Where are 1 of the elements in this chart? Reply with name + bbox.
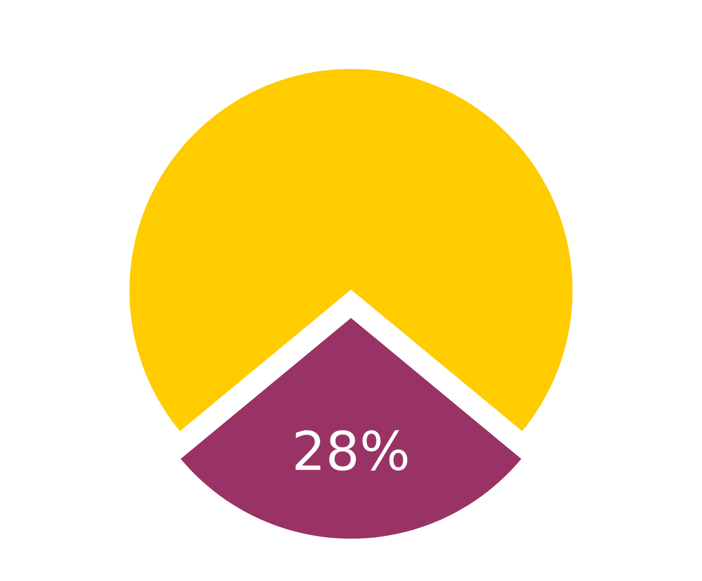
data-label: 28% — [296, 430, 408, 471]
